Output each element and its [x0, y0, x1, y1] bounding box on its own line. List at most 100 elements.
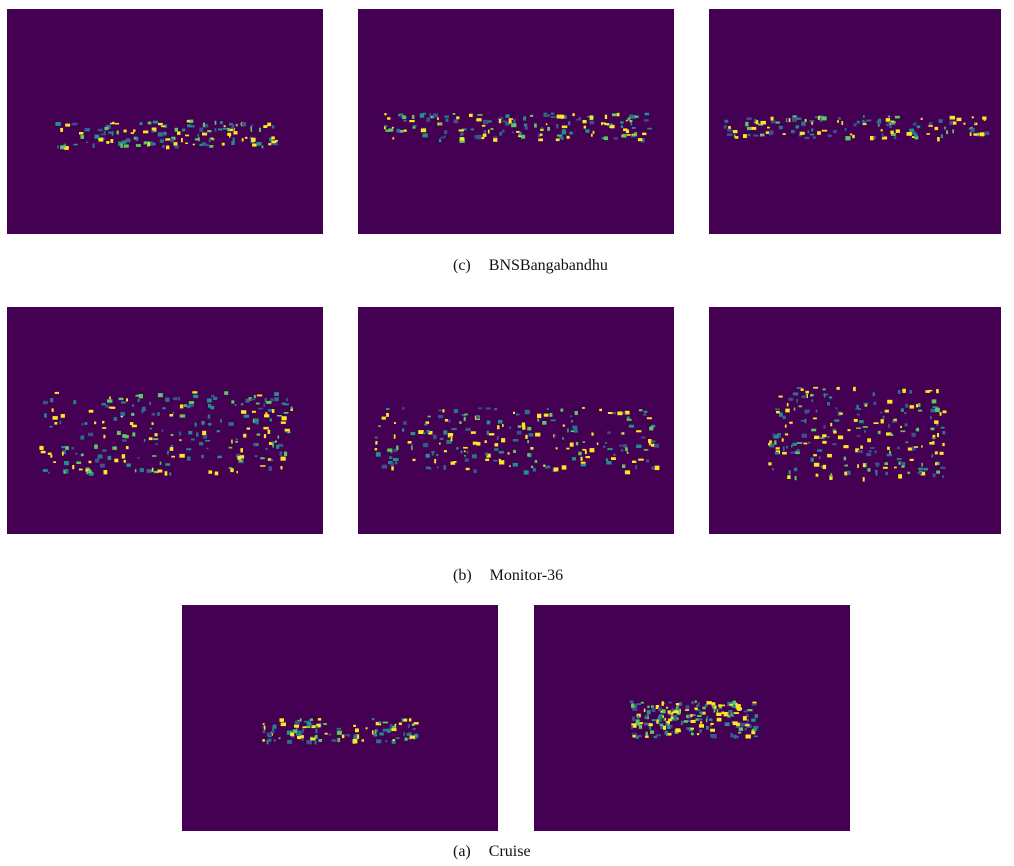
speckle — [80, 135, 84, 139]
speckle — [841, 121, 843, 125]
speckle — [383, 729, 388, 732]
speckle — [382, 417, 386, 420]
speckle — [892, 421, 897, 423]
speckle — [337, 731, 342, 735]
speckle — [135, 469, 137, 472]
speckle — [85, 422, 88, 425]
speckle — [910, 459, 914, 461]
speckle — [910, 405, 915, 408]
speckle — [293, 729, 298, 733]
speckle — [652, 708, 656, 712]
caption-text: Monitor-36 — [490, 567, 563, 585]
speckle — [464, 451, 466, 453]
speckle — [60, 145, 64, 149]
speckle — [122, 439, 127, 441]
speckle — [315, 735, 318, 739]
speckle — [502, 129, 505, 132]
speckle — [262, 146, 264, 149]
speckle — [773, 434, 776, 437]
speckle — [556, 139, 560, 142]
speckle — [814, 436, 819, 439]
speckle — [584, 126, 586, 129]
speckle — [387, 729, 391, 733]
speckle — [485, 459, 489, 461]
speckle — [62, 452, 64, 456]
speckle — [275, 140, 278, 142]
speckle — [794, 408, 796, 411]
speckle — [832, 443, 836, 445]
speckle — [527, 427, 531, 431]
speckle — [686, 705, 690, 709]
speckle — [403, 732, 405, 736]
speckle — [933, 437, 935, 439]
speckle — [142, 407, 146, 411]
speckle — [644, 119, 649, 121]
image-background — [182, 605, 498, 831]
speckle — [403, 120, 407, 122]
speckle — [149, 437, 153, 440]
speckle — [257, 395, 262, 397]
speckle — [189, 120, 193, 123]
speckle — [819, 456, 821, 459]
speckle — [202, 431, 206, 436]
speckle — [746, 735, 751, 739]
speckle — [834, 419, 839, 421]
speckle — [641, 437, 646, 439]
speckle — [411, 444, 413, 446]
speckle — [463, 447, 468, 449]
speckle — [623, 412, 626, 414]
speckle — [571, 420, 573, 422]
speckle — [426, 454, 430, 458]
speckle — [936, 471, 940, 474]
speckle — [231, 440, 233, 444]
speckle — [132, 432, 135, 436]
speckle — [647, 128, 652, 130]
speckle — [112, 131, 114, 135]
speckle — [930, 409, 935, 412]
speckle — [950, 116, 955, 120]
speckle — [916, 133, 918, 135]
speckle — [460, 137, 465, 141]
speckle — [395, 461, 397, 464]
speckle — [404, 130, 407, 132]
speckle — [251, 138, 256, 142]
speckle — [904, 412, 906, 414]
speckle — [376, 452, 381, 457]
speckle — [41, 451, 46, 454]
caption-label: (c) — [453, 257, 471, 275]
speckle — [103, 435, 105, 439]
speckle — [464, 455, 466, 457]
speckle — [697, 733, 699, 735]
speckle — [738, 732, 741, 734]
speckle — [278, 436, 280, 439]
speckle — [465, 458, 469, 461]
speckle — [837, 387, 840, 390]
speckle — [570, 415, 572, 417]
speckle — [817, 449, 822, 452]
image-background — [709, 9, 1001, 234]
speckle — [493, 460, 497, 462]
speckle — [236, 438, 238, 440]
speckle — [237, 471, 239, 473]
speckle — [188, 431, 192, 435]
speckle — [656, 720, 658, 724]
speckle — [613, 454, 615, 456]
speckle — [829, 396, 832, 398]
speckle — [287, 431, 290, 433]
speckle — [440, 438, 444, 440]
speckle — [409, 718, 412, 721]
speckle — [490, 128, 493, 130]
speckle — [813, 136, 816, 139]
speckle — [499, 459, 501, 462]
speckle — [199, 144, 203, 146]
speckle — [581, 457, 583, 461]
caption-text: Cruise — [489, 843, 531, 861]
speckle — [570, 443, 574, 447]
speckle — [921, 445, 923, 447]
speckle — [712, 705, 714, 709]
speckle — [241, 403, 244, 405]
speckle — [499, 119, 501, 123]
speckle — [315, 740, 317, 744]
speckle — [728, 710, 732, 713]
speckle — [186, 405, 190, 408]
